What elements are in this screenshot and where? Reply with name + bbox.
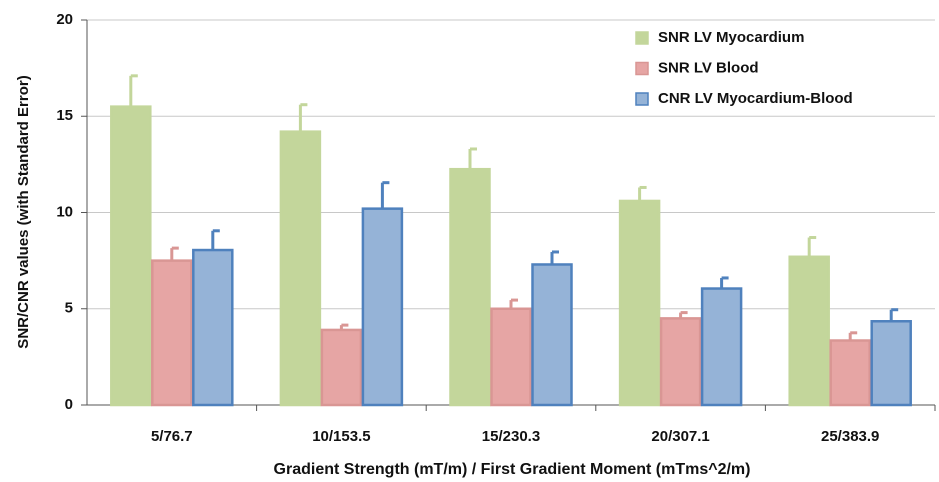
bar	[110, 105, 152, 407]
bar	[700, 287, 743, 407]
y-tick-label: 20	[56, 11, 73, 28]
legend-label: SNR LV Blood	[658, 59, 759, 76]
x-tick-label: 15/230.3	[482, 428, 540, 445]
legend-label: SNR LV Myocardium	[658, 29, 804, 46]
legend-label: CNR LV Myocardium-Blood	[658, 90, 853, 107]
bar	[531, 263, 573, 407]
bar	[151, 259, 193, 407]
y-axis-label: SNR/CNR values (with Standard Error)	[15, 75, 32, 348]
y-tick-label: 10	[56, 203, 73, 220]
x-axis-label: Gradient Strength (mT/m) / First Gradien…	[274, 461, 751, 478]
bar	[788, 255, 830, 407]
x-tick-label: 5/76.7	[151, 428, 193, 445]
x-tick-label: 20/307.1	[651, 428, 709, 445]
y-tick-label: 15	[56, 107, 73, 124]
bar	[320, 328, 363, 407]
x-tick-label: 10/153.5	[312, 428, 370, 445]
x-tick-label: 25/383.9	[821, 428, 879, 445]
legend-swatch	[635, 61, 649, 76]
bar	[618, 199, 661, 407]
bar	[490, 307, 532, 407]
y-tick-label: 0	[65, 396, 73, 413]
bar	[192, 248, 234, 407]
bar	[870, 320, 912, 407]
legend-swatch	[635, 31, 649, 45]
bar	[829, 339, 871, 407]
legend-swatch	[635, 92, 649, 106]
bar	[659, 317, 702, 407]
bar	[361, 207, 404, 407]
bar	[449, 167, 491, 407]
y-tick-label: 5	[65, 300, 73, 317]
bar	[279, 130, 322, 407]
